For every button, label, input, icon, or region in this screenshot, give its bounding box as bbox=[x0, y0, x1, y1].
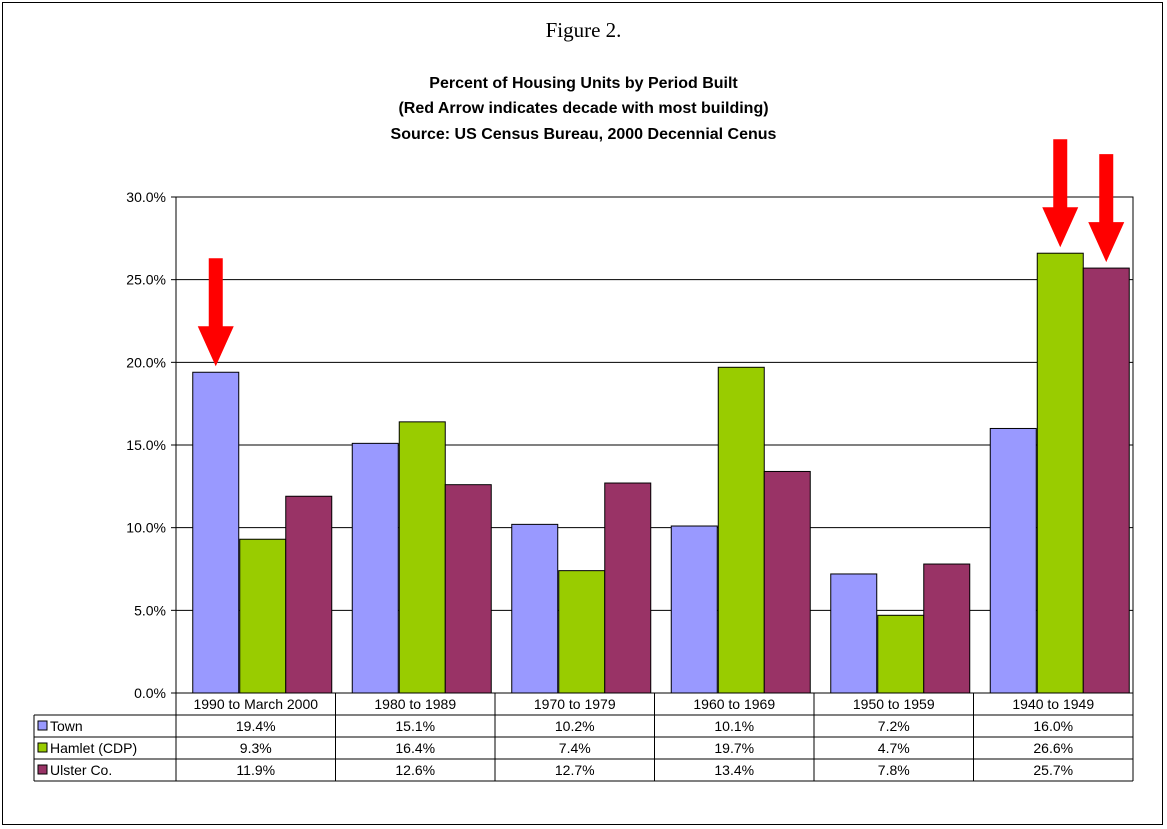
bar-town bbox=[670, 525, 718, 694]
x-tick-label: 1970 to 1979 bbox=[534, 696, 616, 712]
bar-town bbox=[989, 427, 1037, 694]
data-label: 12.7% bbox=[555, 762, 595, 778]
bar-ulster-co bbox=[604, 482, 652, 694]
data-label: 26.6% bbox=[1033, 740, 1073, 756]
bar-hamlet-cdp bbox=[1036, 252, 1084, 694]
x-tick-label: 1940 to 1949 bbox=[1012, 696, 1094, 712]
legend-label: Hamlet (CDP) bbox=[50, 740, 137, 756]
data-label: 10.1% bbox=[714, 718, 754, 734]
data-label: 9.3% bbox=[240, 740, 272, 756]
data-label: 7.4% bbox=[559, 740, 591, 756]
figure-label: Figure 2. bbox=[545, 18, 622, 42]
y-tick-label: 20.0% bbox=[126, 354, 166, 370]
red-arrow-annotation bbox=[1042, 139, 1079, 248]
bar-hamlet-cdp bbox=[398, 421, 446, 694]
chart-title: Percent of Housing Units by Period Built bbox=[429, 75, 738, 92]
x-tick-label: 1980 to 1989 bbox=[374, 696, 456, 712]
bar-hamlet-cdp bbox=[558, 570, 606, 694]
bar-hamlet-cdp bbox=[239, 538, 287, 694]
x-tick-label: 1990 to March 2000 bbox=[193, 696, 318, 712]
legend-swatch bbox=[37, 742, 48, 753]
bar-hamlet-cdp bbox=[717, 366, 765, 694]
data-label: 15.1% bbox=[395, 718, 435, 734]
bar-town bbox=[830, 573, 878, 694]
y-tick-label: 15.0% bbox=[126, 437, 166, 453]
x-tick-label: 1950 to 1959 bbox=[853, 696, 935, 712]
legend-label: Ulster Co. bbox=[50, 762, 112, 778]
bar-town bbox=[351, 442, 399, 694]
chart-subtitle: (Red Arrow indicates decade with most bu… bbox=[398, 100, 769, 117]
bar-hamlet-cdp bbox=[877, 614, 925, 694]
data-label: 25.7% bbox=[1033, 762, 1073, 778]
chart-source: Source: US Census Bureau, 2000 Decennial… bbox=[390, 126, 777, 143]
x-tick-label: 1960 to 1969 bbox=[693, 696, 775, 712]
bar-ulster-co bbox=[923, 563, 971, 694]
y-tick-label: 10.0% bbox=[126, 520, 166, 536]
data-label: 19.4% bbox=[236, 718, 276, 734]
bar-ulster-co bbox=[763, 470, 811, 694]
data-label: 10.2% bbox=[555, 718, 595, 734]
y-tick-label: 0.0% bbox=[134, 685, 166, 701]
y-tick-label: 30.0% bbox=[126, 189, 166, 205]
bar-ulster-co bbox=[285, 495, 333, 694]
data-label: 11.9% bbox=[236, 762, 275, 778]
y-tick-label: 25.0% bbox=[126, 272, 166, 288]
data-label: 4.7% bbox=[878, 740, 910, 756]
y-tick-label: 5.0% bbox=[134, 602, 166, 618]
data-label: 13.4% bbox=[714, 762, 754, 778]
data-label: 12.6% bbox=[395, 762, 435, 778]
data-label: 16.4% bbox=[395, 740, 435, 756]
bar-town bbox=[192, 371, 240, 694]
legend-swatch bbox=[37, 764, 48, 775]
red-arrow-annotation bbox=[1088, 154, 1125, 263]
data-label: 16.0% bbox=[1033, 718, 1073, 734]
data-label: 7.8% bbox=[878, 762, 910, 778]
bar-ulster-co bbox=[444, 484, 492, 694]
data-label: 19.7% bbox=[714, 740, 754, 756]
red-arrow-annotation bbox=[197, 258, 234, 367]
data-label: 7.2% bbox=[878, 718, 910, 734]
legend-swatch bbox=[37, 720, 48, 731]
bar-ulster-co bbox=[1082, 267, 1130, 694]
legend-label: Town bbox=[50, 718, 83, 734]
bar-town bbox=[511, 523, 559, 694]
